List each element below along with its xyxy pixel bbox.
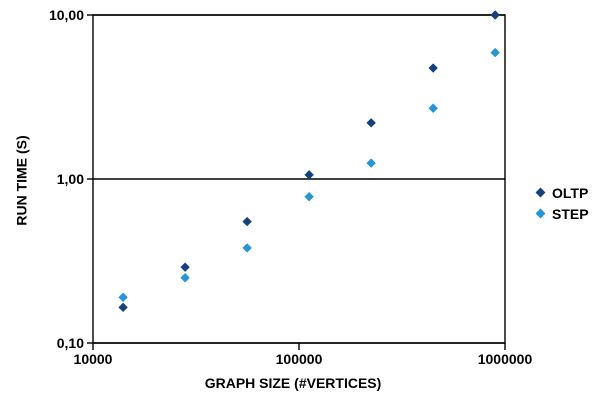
legend: OLTP STEP	[535, 182, 589, 224]
x-tick-label: 1000000	[478, 351, 533, 367]
point-oltp-2	[242, 216, 252, 227]
point-oltp-3	[304, 170, 314, 180]
point-step-5	[428, 103, 438, 113]
y-tick-label: 10,00	[49, 7, 84, 23]
legend-item-step: STEP	[535, 203, 589, 224]
point-oltp-5	[428, 63, 438, 73]
point-oltp-6	[490, 10, 500, 20]
legend-diamond-oltp-icon	[535, 187, 546, 198]
point-step-3	[304, 191, 314, 202]
x-tick-label: 100000	[276, 351, 323, 367]
point-oltp-0	[118, 302, 128, 313]
point-step-2	[242, 243, 252, 253]
legend-diamond-step-icon	[535, 208, 546, 219]
point-oltp-1	[180, 262, 190, 272]
y-axis-title: RUN TIME (S)	[13, 135, 30, 226]
x-axis-title: GRAPH SIZE (#VERTICES)	[204, 375, 382, 391]
legend-item-oltp: OLTP	[535, 182, 589, 203]
y-tick-label: 1,00	[57, 171, 84, 187]
point-step-1	[180, 273, 190, 283]
point-oltp-4	[366, 118, 376, 128]
point-step-6	[490, 47, 500, 58]
point-step-0	[118, 292, 128, 302]
legend-label-step: STEP	[552, 205, 589, 222]
legend-label-oltp: OLTP	[552, 184, 589, 201]
point-step-4	[366, 158, 376, 168]
y-tick-label: 0,10	[57, 335, 84, 351]
x-tick-label: 10000	[74, 351, 113, 367]
